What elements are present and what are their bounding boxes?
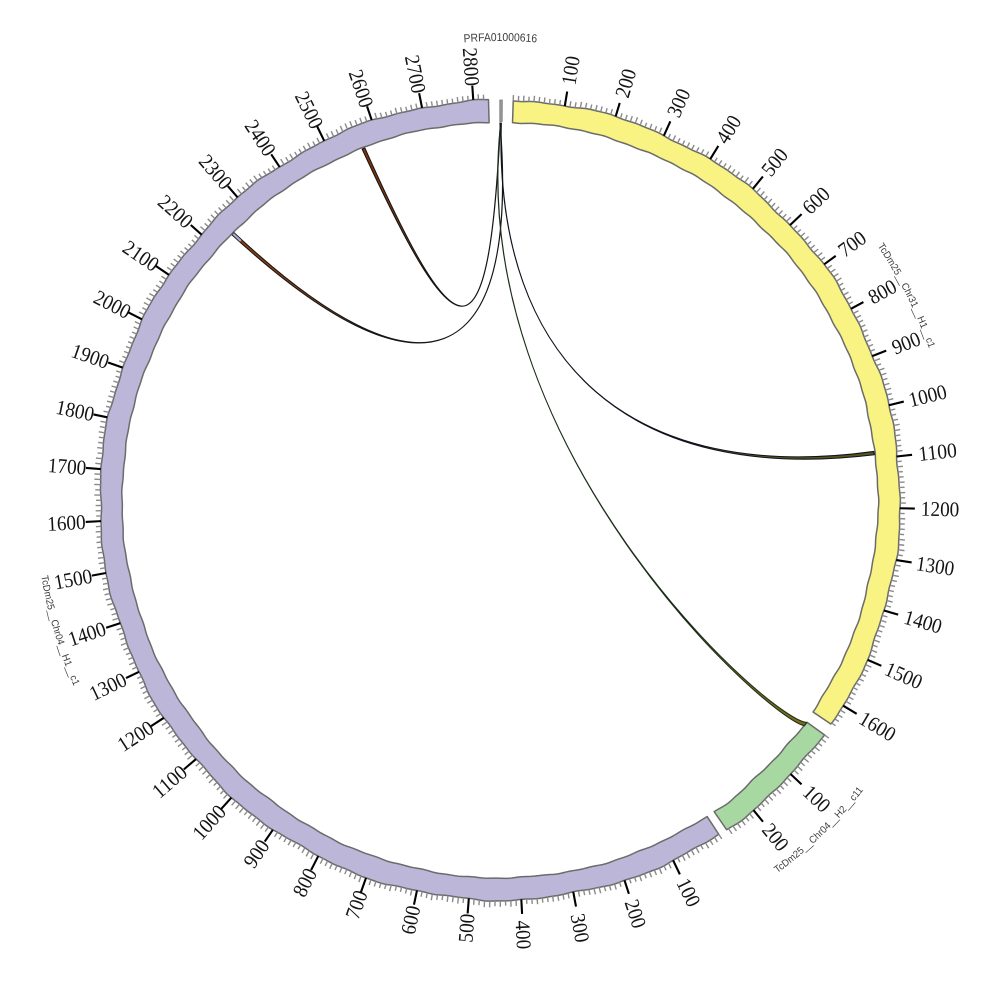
svg-text:1700: 1700 bbox=[47, 453, 87, 480]
svg-text:100: 100 bbox=[556, 54, 584, 86]
svg-text:1100: 1100 bbox=[917, 438, 958, 466]
svg-text:400: 400 bbox=[510, 920, 536, 950]
svg-text:600: 600 bbox=[396, 903, 425, 936]
svg-text:1200: 1200 bbox=[921, 497, 960, 522]
svg-text:PRFA01000616: PRFA01000616 bbox=[463, 32, 537, 45]
svg-text:2800: 2800 bbox=[458, 47, 485, 87]
svg-text:1300: 1300 bbox=[914, 551, 956, 580]
svg-text:1600: 1600 bbox=[47, 510, 87, 536]
svg-text:500: 500 bbox=[453, 913, 479, 944]
svg-text:300: 300 bbox=[566, 912, 595, 945]
